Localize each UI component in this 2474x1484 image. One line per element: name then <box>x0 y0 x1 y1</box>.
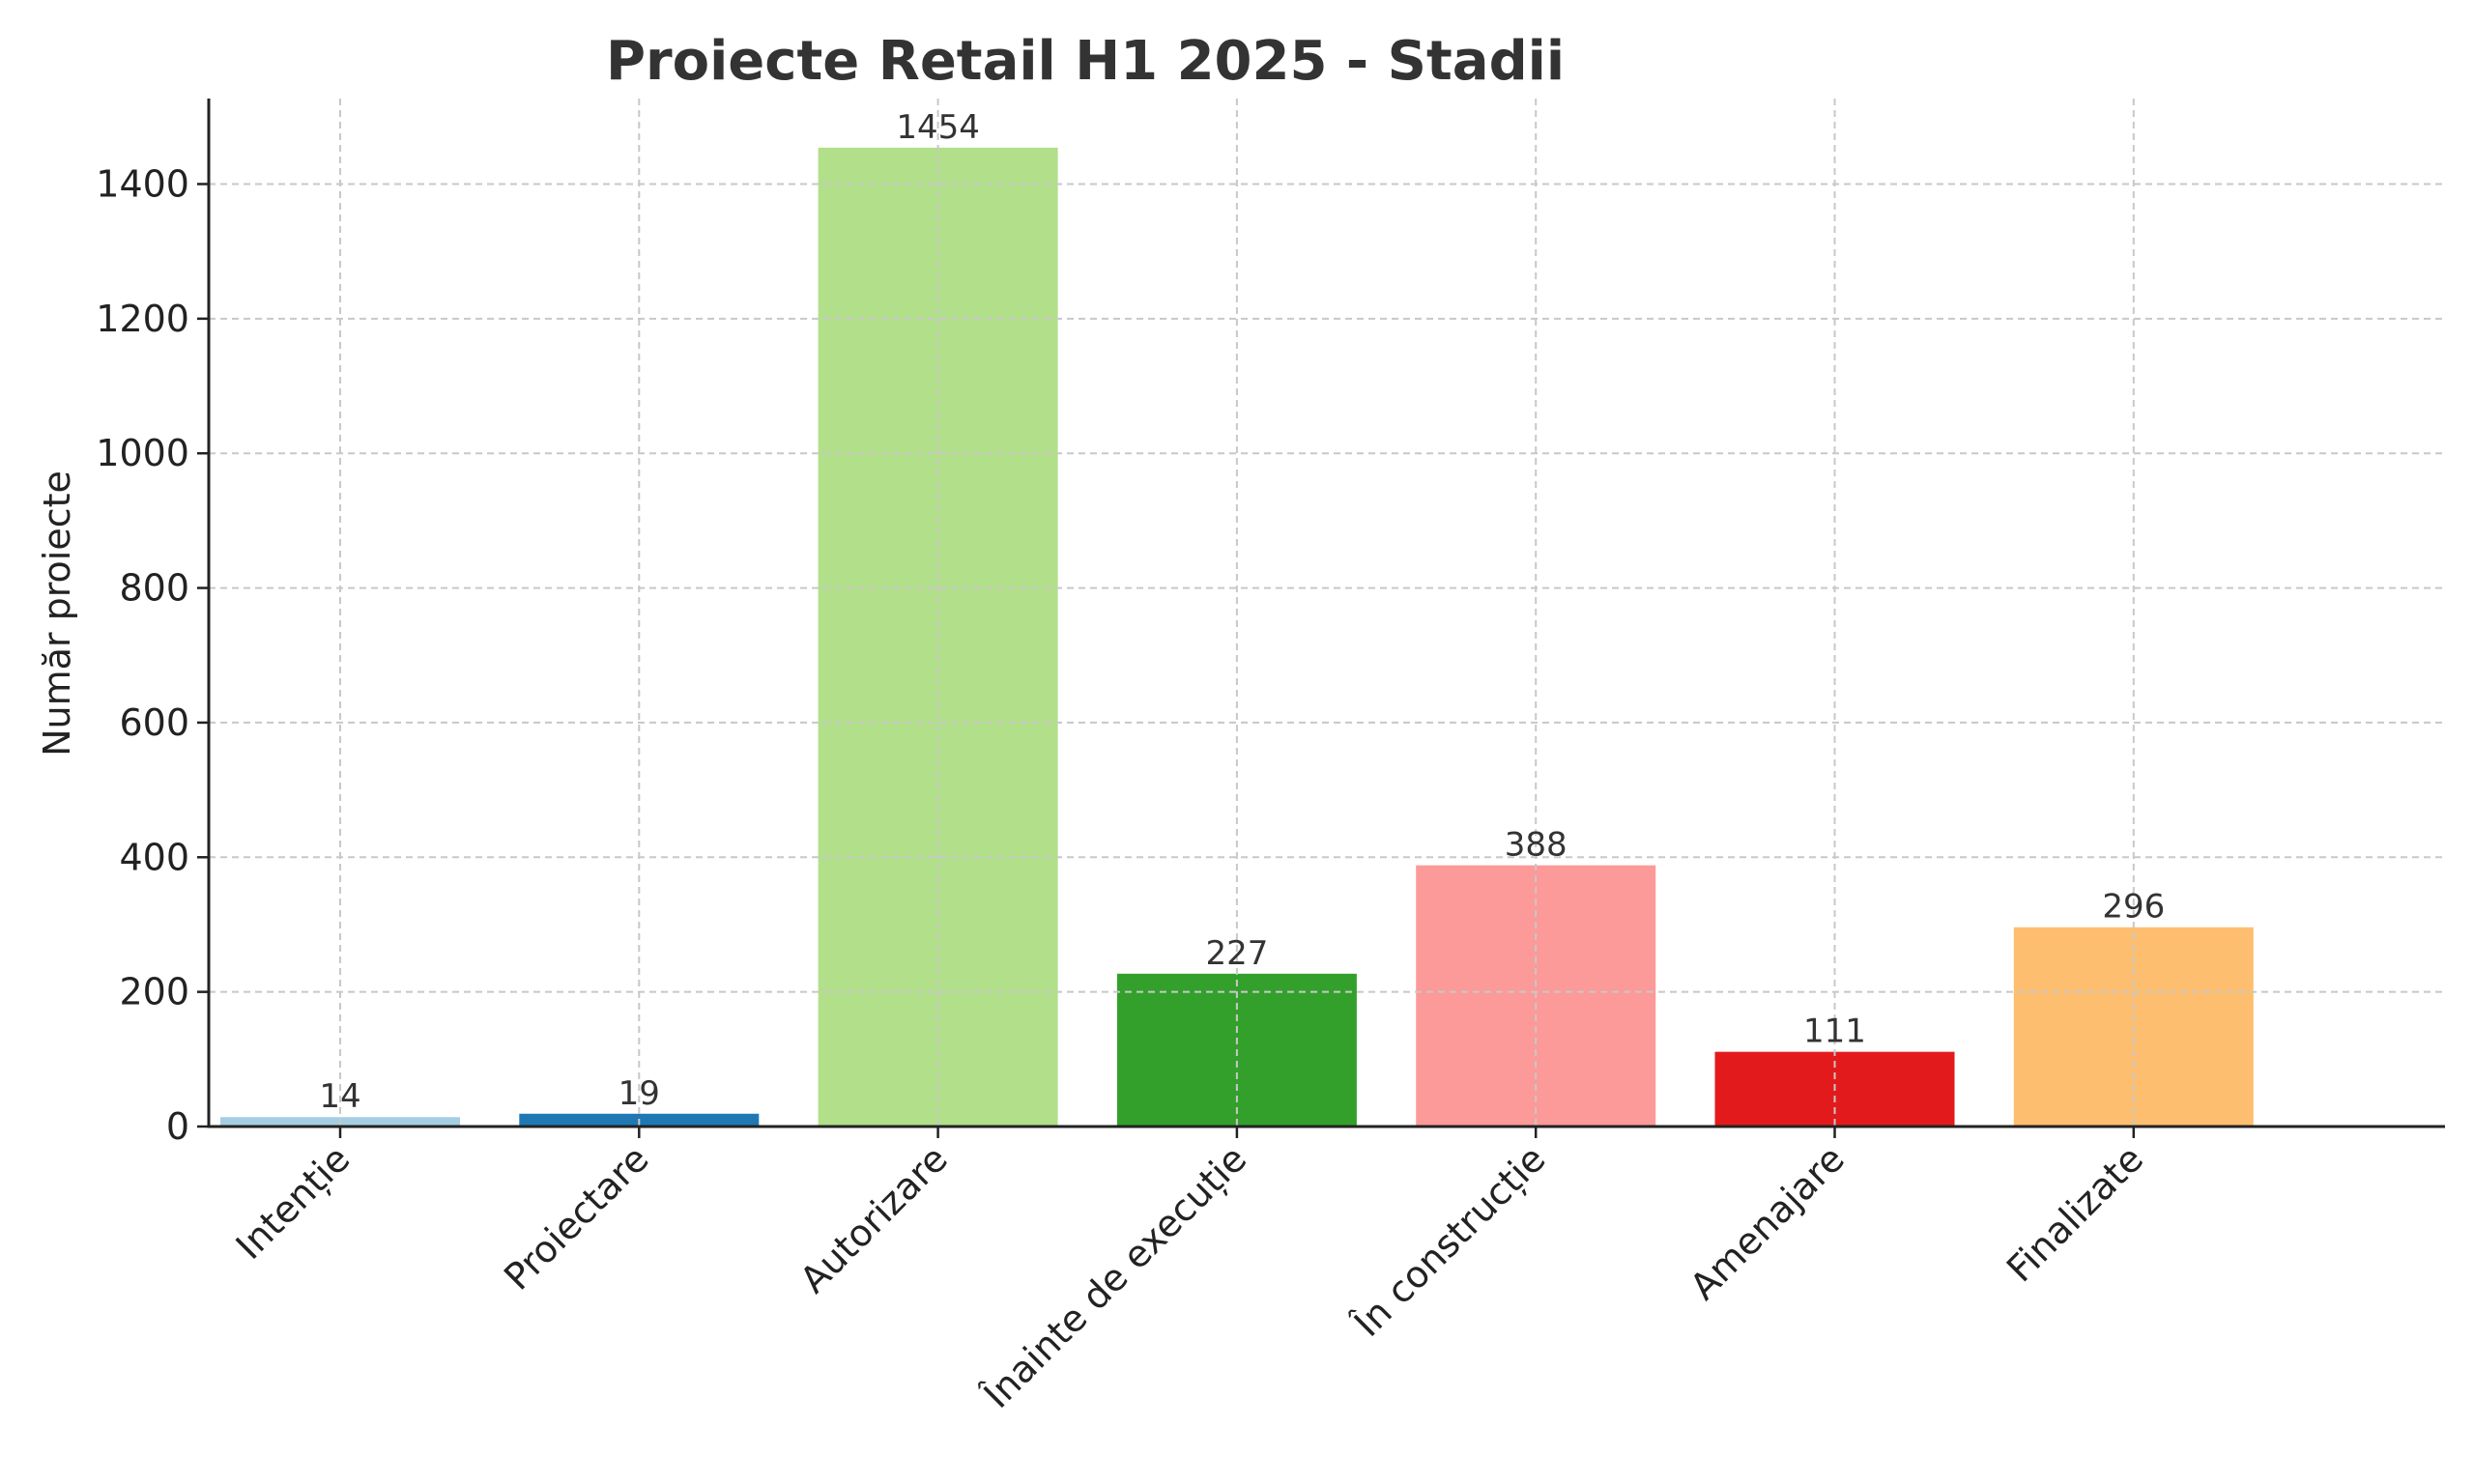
bar-value-label: 1454 <box>896 108 980 147</box>
y-axis-label: Număr proiecte <box>36 471 78 756</box>
y-tick-label: 400 <box>119 836 189 878</box>
x-tick-label: Amenajare <box>1682 1137 1853 1308</box>
y-tick-label: 600 <box>119 701 189 744</box>
x-tick-label: În construcție <box>1345 1137 1553 1345</box>
bar-value-label: 296 <box>2102 888 2165 927</box>
chart-title: Proiecte Retail H1 2025 - Stadii <box>606 30 1565 93</box>
axes <box>197 99 2445 1138</box>
y-tick-label: 200 <box>119 971 189 1013</box>
x-tick-label: Înainte de execuție <box>975 1137 1254 1416</box>
bar-value-label: 19 <box>618 1074 660 1113</box>
y-tick-label: 1400 <box>96 162 189 205</box>
x-tick-label: Autorizare <box>791 1137 956 1301</box>
labels: 0 200 400 600 800 1000 1200 1400 14 19 1454 227 388 1… <box>96 108 2165 1417</box>
y-tick-label: 1200 <box>96 298 189 340</box>
y-tick-label: 1000 <box>96 432 189 474</box>
bar-value-label: 388 <box>1505 826 1568 865</box>
bar-value-label: 227 <box>1205 934 1268 973</box>
bar-value-label: 111 <box>1803 1013 1866 1051</box>
x-tick-label: Intenție <box>228 1137 359 1268</box>
bar-value-label: 14 <box>319 1077 360 1116</box>
x-tick-label: Finalizate <box>1999 1137 2151 1290</box>
grid <box>209 99 2445 1127</box>
y-tick-label: 0 <box>166 1105 189 1148</box>
y-tick-label: 800 <box>119 567 189 610</box>
x-tick-label: Proiectare <box>496 1137 657 1298</box>
